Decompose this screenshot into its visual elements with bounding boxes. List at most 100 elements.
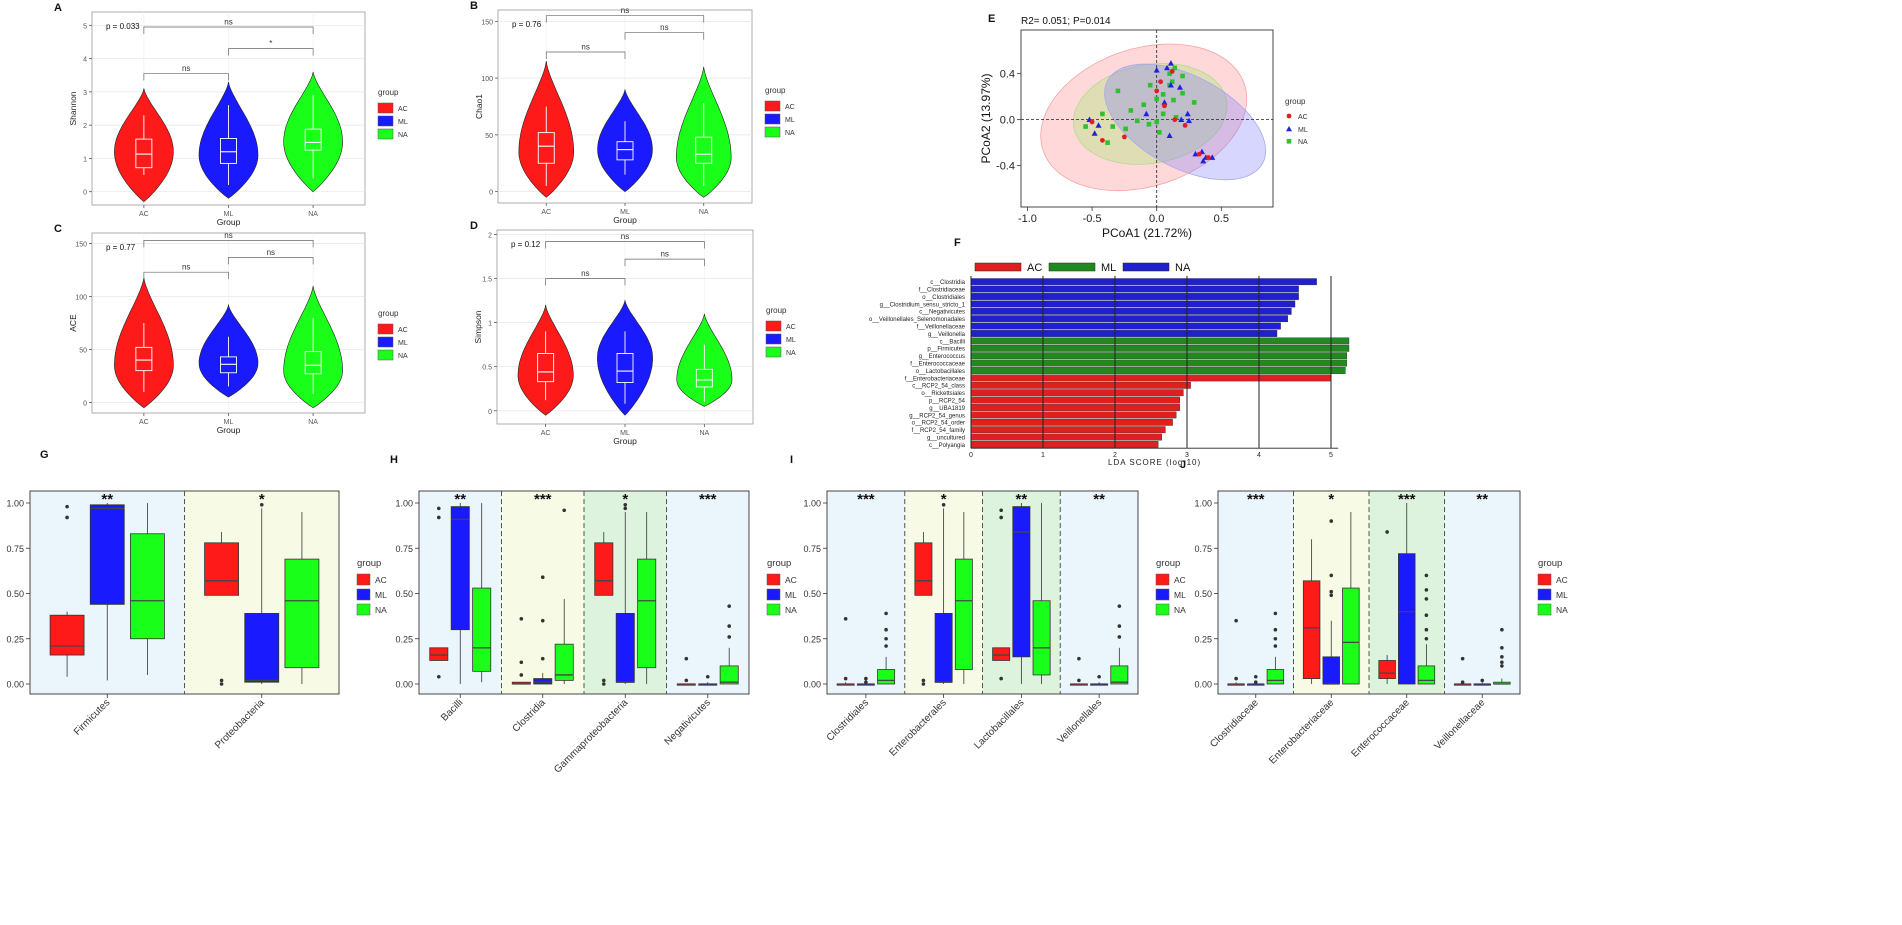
- outlier-point: [1500, 655, 1504, 659]
- point-na: [1171, 97, 1176, 103]
- point-ml: [1091, 130, 1098, 136]
- point-na: [1172, 65, 1178, 71]
- legend-title: group: [767, 558, 791, 569]
- lda-feature-label: g__uncultured: [927, 436, 965, 442]
- box-na: [1032, 503, 1051, 684]
- outlier-point: [519, 673, 524, 677]
- y-tick-label: 0: [83, 400, 87, 407]
- point-ac: [1162, 103, 1167, 109]
- box-ac: [204, 531, 239, 686]
- legend-key-ml: [764, 113, 781, 125]
- point-na: [1154, 119, 1159, 125]
- significance-label: *: [259, 491, 265, 508]
- x-axis-label: Group: [613, 436, 637, 446]
- legend: group AC ML NA: [764, 86, 795, 138]
- box-body: [1417, 665, 1436, 685]
- x-tick-label: Gammaproteobacteria: [552, 697, 630, 775]
- outlier-point: [1329, 519, 1334, 523]
- legend: group AC ML NA: [356, 558, 387, 616]
- box-na: [1342, 512, 1360, 685]
- taxon-background: [1060, 491, 1138, 694]
- box-body: [429, 647, 449, 661]
- y-tick-label: 1.00: [803, 499, 821, 509]
- legend-label-na: NA: [1174, 605, 1186, 615]
- box-ml: [244, 503, 280, 684]
- significance-bracket: [143, 240, 314, 248]
- outlier-point: [540, 656, 545, 661]
- box-ml: [1398, 503, 1416, 685]
- outlier-point: [519, 617, 524, 621]
- x-tick-label: 0: [969, 452, 973, 459]
- box-na: [284, 512, 320, 684]
- lda-feature-label: g__Enterococcus: [919, 354, 965, 360]
- box-na: [554, 508, 574, 684]
- legend-key-ml: [356, 588, 371, 601]
- legend-key-ml: [377, 115, 394, 127]
- y-tick-label: 0.25: [395, 634, 413, 644]
- y-tick-label: 50: [485, 133, 493, 140]
- x-tick-label: -0.5: [1083, 213, 1102, 225]
- lda-bar: [970, 285, 1299, 293]
- outlier-point: [1500, 664, 1504, 668]
- outlier-point: [1480, 678, 1485, 683]
- y-tick-label: 0.00: [6, 680, 24, 690]
- box-ml: [450, 503, 470, 684]
- lda-bar: [970, 315, 1288, 323]
- x-tick-label: AC: [541, 209, 551, 216]
- significance-label: ns: [660, 23, 668, 32]
- x-tick-label: Enterobacteriaceae: [1267, 697, 1336, 766]
- y-tick-label: 0.00: [803, 680, 821, 690]
- lda-feature-label: c__Clostridia: [930, 280, 965, 286]
- point-na: [1173, 115, 1179, 120]
- box-0: [537, 353, 555, 383]
- x-tick-label: 5: [1329, 452, 1333, 459]
- point-na: [1123, 126, 1128, 132]
- lda-bar: [970, 278, 1317, 286]
- point-ac: [1121, 134, 1127, 140]
- p-value: p = 0.033: [106, 22, 140, 31]
- outlier-point: [1460, 656, 1465, 661]
- box-0: [537, 132, 555, 164]
- pcoa-annotation: R2= 0.051; P=0.014: [1021, 16, 1111, 27]
- y-tick-label: 2: [83, 123, 87, 130]
- lda-feature-label: o__Clostridiales: [922, 295, 965, 301]
- box-body: [284, 558, 320, 669]
- outlier-point: [1500, 646, 1504, 650]
- legend-label-na: NA: [375, 605, 387, 615]
- lda-bar: [970, 418, 1173, 426]
- legend-key-ac: [1286, 113, 1292, 119]
- point-na: [1100, 111, 1105, 117]
- box-ml: [934, 503, 953, 684]
- y-tick-label: 0.5: [482, 365, 492, 372]
- legend-label-ml: ML: [398, 119, 408, 126]
- y-tick-label: 0.50: [803, 589, 821, 599]
- lda-bar: [970, 381, 1191, 389]
- outlier-point: [562, 508, 566, 513]
- box-body: [615, 613, 635, 683]
- x-tick-label: Negativicutes: [663, 697, 713, 747]
- y-tick-label: 1.00: [6, 499, 24, 509]
- legend-key-ml: [766, 588, 781, 601]
- box-body: [244, 613, 280, 683]
- significance-label: **: [1093, 491, 1105, 508]
- box-body: [1032, 600, 1051, 676]
- outlier-point: [1460, 680, 1465, 684]
- x-tick-label: 3: [1185, 452, 1189, 459]
- box-2: [304, 351, 322, 375]
- outlier-point: [864, 676, 868, 681]
- legend-label-na: NA: [398, 353, 408, 360]
- legend-label-ac: AC: [785, 104, 795, 111]
- lda-bar: [970, 330, 1278, 337]
- y-axis-label: PCoA2 (13.97%): [979, 73, 993, 163]
- lda-legend-label-ac: AC: [1027, 262, 1042, 274]
- panel-letter: E: [988, 13, 995, 25]
- legend-key-ml: [765, 333, 782, 345]
- legend-title: group: [765, 86, 786, 95]
- point-na: [1180, 73, 1185, 79]
- x-tick-label: 0.5: [1214, 213, 1229, 225]
- significance-label: ns: [660, 250, 668, 259]
- outlier-point: [727, 624, 731, 628]
- lda-feature-label: g__UBA1819: [929, 406, 965, 412]
- box-ml: [1012, 503, 1031, 684]
- point-ml: [1095, 122, 1102, 128]
